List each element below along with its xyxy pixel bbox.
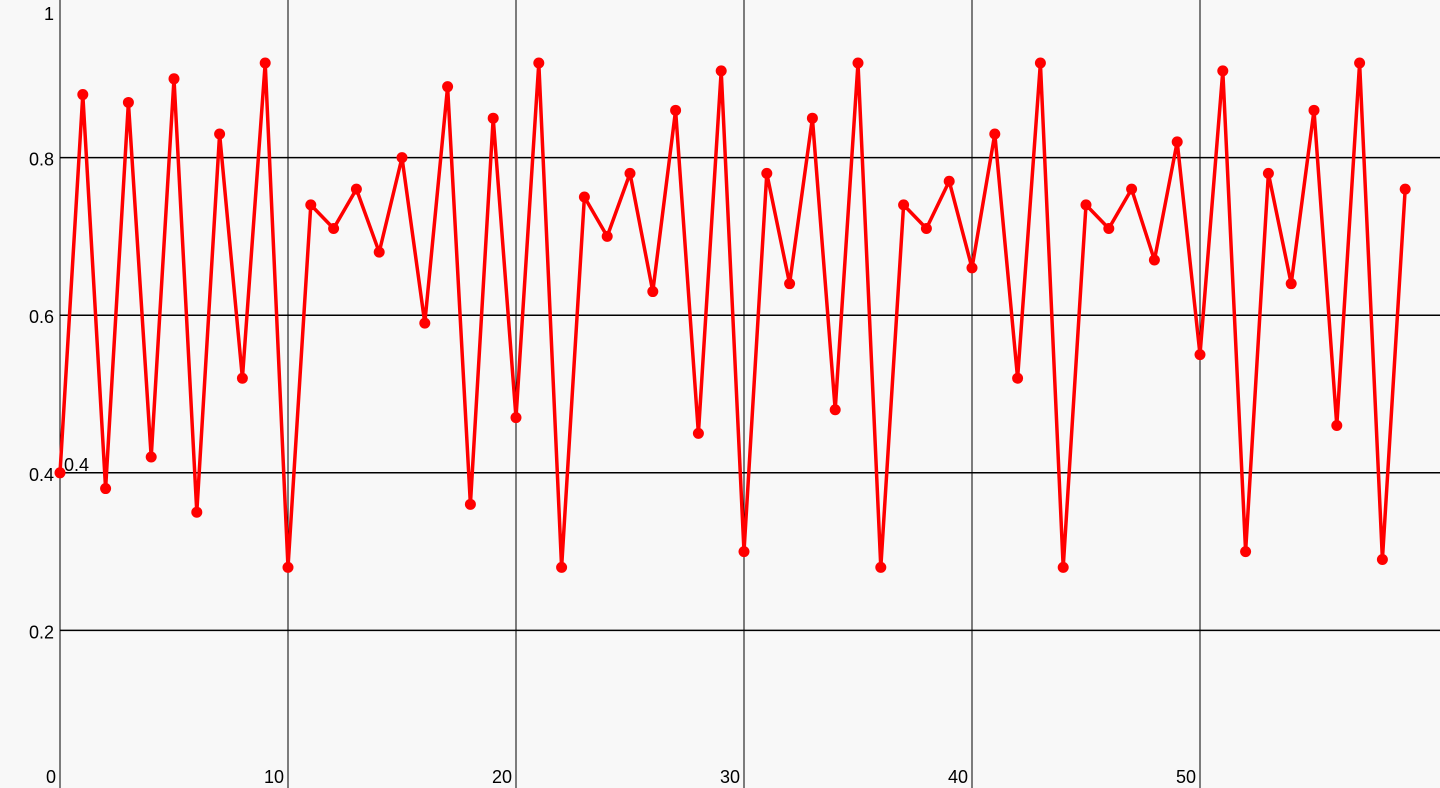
data-point [487,112,499,124]
data-point [1012,372,1024,384]
data-point [282,561,294,573]
data-point [533,57,545,69]
x-tick-label: 50 [1176,767,1196,787]
data-point [1194,349,1206,361]
data-point [624,167,636,179]
data-point [738,546,750,558]
data-point [761,167,773,179]
data-point [1308,104,1320,116]
data-point [168,73,180,85]
data-point [214,128,226,140]
data-point [715,65,727,77]
x-tick-label: 40 [948,767,968,787]
data-point [122,96,134,108]
tick-labels: 0.20.40.60.810 10 20 30 40 50 [29,4,1196,787]
data-point [1331,420,1343,432]
data-point [510,412,522,424]
data-point [191,506,203,518]
data-point [920,223,932,235]
data-point [1240,546,1252,558]
data-point [464,498,476,510]
data-point [943,175,955,187]
data-point [966,262,978,274]
data-point [898,199,910,211]
x-tick-label: 30 [720,767,740,787]
data-point [100,483,112,495]
series-layer [54,57,1411,573]
y-tick-label: 0.6 [29,307,54,327]
data-point [1057,561,1069,573]
data-point [692,427,704,439]
data-point [350,183,362,195]
x-tick-label: 0 [46,767,56,787]
data-point [54,467,66,479]
data-point [578,191,590,203]
data-point [1148,254,1160,266]
data-point [784,278,796,290]
data-point [601,230,613,242]
data-point [875,561,887,573]
data-point [1376,553,1388,565]
data-point [419,317,431,329]
data-point [1080,199,1092,211]
y-tick-label: 0.4 [29,465,54,485]
data-point [1285,278,1297,290]
y-tick-label: 1 [44,4,54,24]
data-point [1399,183,1411,195]
data-point [1126,183,1138,195]
data-point [1354,57,1366,69]
data-point [806,112,818,124]
data-point [396,152,408,164]
data-point [1034,57,1046,69]
data-point [989,128,1001,140]
y-tick-label: 0.2 [29,622,54,642]
annotations: 0.4 [64,455,89,475]
data-point [670,104,682,116]
data-point [305,199,317,211]
data-point [373,246,385,258]
series-line [58,61,1407,570]
data-point [442,81,454,93]
data-point [328,223,340,235]
data-point [1262,167,1274,179]
x-tick-label: 10 [264,767,284,787]
data-label: 0.4 [64,455,89,475]
data-point [556,561,568,573]
data-point [77,89,89,101]
y-tick-label: 0.8 [29,150,54,170]
data-point [647,286,659,298]
data-point [259,57,271,69]
x-tick-label: 20 [492,767,512,787]
data-point [852,57,864,69]
data-point [1171,136,1183,148]
data-point [829,404,841,416]
data-point [236,372,248,384]
data-point [145,451,157,463]
data-point [1217,65,1229,77]
data-point [1103,223,1115,235]
